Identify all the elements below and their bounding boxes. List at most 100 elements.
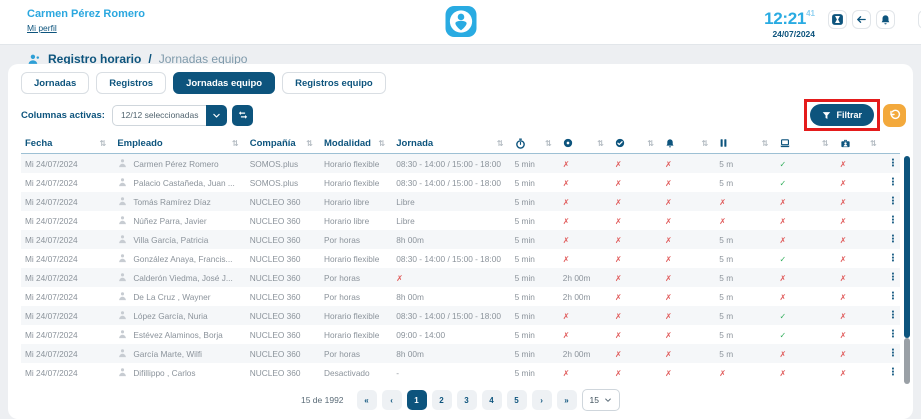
- cell-status: 5 min: [514, 310, 535, 321]
- cross-icon: ✗: [779, 368, 787, 378]
- row-menu-button[interactable]: ⋮: [887, 310, 898, 321]
- cell-status: ✗: [661, 287, 715, 306]
- row-menu-button[interactable]: ⋮: [887, 272, 898, 283]
- row-menu-button[interactable]: ⋮: [887, 348, 898, 359]
- cell-status: ✗: [559, 306, 611, 325]
- cell-employee: González Anaya, Francis...: [113, 249, 245, 268]
- row-menu-button[interactable]: ⋮: [887, 234, 898, 245]
- kiosk-mode-button[interactable]: [828, 10, 847, 29]
- sort-icon[interactable]: ⇅: [378, 138, 386, 148]
- cell-company: NUCLEO 360: [249, 215, 301, 226]
- cell-status: ✗: [661, 344, 715, 363]
- cross-icon: ✗: [562, 254, 570, 264]
- row-menu-button[interactable]: ⋮: [887, 291, 898, 302]
- row-menu-button[interactable]: ⋮: [887, 253, 898, 264]
- sort-icon[interactable]: ⇅: [306, 138, 313, 148]
- row-menu-button[interactable]: ⋮: [887, 196, 898, 207]
- col-header-compania[interactable]: Compañía: [249, 137, 296, 149]
- table-scrollbar[interactable]: [904, 156, 910, 384]
- tab-jornadas-equipo[interactable]: Jornadas equipo: [173, 72, 276, 94]
- cross-icon: ✗: [614, 197, 622, 207]
- my-profile-link[interactable]: Mi perfil: [27, 23, 57, 33]
- funnel-icon: [822, 111, 831, 120]
- col-header-jornada[interactable]: Jornada: [396, 137, 434, 149]
- cell-status: ✗: [836, 268, 884, 287]
- sort-icon[interactable]: ⇅: [647, 138, 655, 148]
- row-menu-button[interactable]: ⋮: [887, 177, 898, 188]
- table-row: Mi 24/07/2024 Villa García, Patricia NUCLE…: [21, 230, 900, 249]
- cell-status: ✓: [775, 306, 835, 325]
- exit-button[interactable]: [852, 10, 871, 29]
- cell-status: ✗: [836, 230, 884, 249]
- cell-modality: Horario flexible: [324, 310, 380, 321]
- employee-name: Calderón Viedma, José J...: [133, 272, 233, 283]
- table-row: Mi 24/07/2024 Estévez Alaminos, Borja NUCL…: [21, 325, 900, 344]
- cross-icon: ✗: [719, 197, 726, 207]
- col-header-empleado[interactable]: Empleado: [117, 137, 163, 149]
- sort-icon[interactable]: ⇅: [761, 138, 769, 148]
- cell-employee: Estévez Alaminos, Borja: [113, 325, 245, 344]
- col-header-fecha[interactable]: Fecha: [25, 137, 53, 149]
- cell-status: 5 m: [719, 272, 734, 283]
- sort-icon[interactable]: ⇅: [821, 138, 829, 148]
- pagination-first-button[interactable]: «: [356, 390, 377, 410]
- pagination-next-button[interactable]: ›: [531, 390, 552, 410]
- row-menu-button[interactable]: ⋮: [887, 329, 898, 340]
- cell-status: ✗: [611, 173, 661, 192]
- pagination-page-2[interactable]: 2: [431, 390, 452, 410]
- sort-icon[interactable]: ⇅: [597, 138, 604, 148]
- pagination-last-button[interactable]: »: [556, 390, 577, 410]
- sort-icon[interactable]: ⇅: [545, 138, 552, 148]
- cross-icon: ✗: [719, 216, 726, 226]
- chevron-down-icon[interactable]: [206, 104, 228, 126]
- cell-status: ✗: [715, 192, 775, 211]
- row-menu-button[interactable]: ⋮: [887, 158, 898, 169]
- columns-select-value[interactable]: 12/12 seleccionadas: [111, 104, 207, 126]
- sort-icon[interactable]: ⇅: [701, 138, 709, 148]
- sort-icon[interactable]: ⇅: [870, 138, 877, 148]
- cell-status: 2h 00m: [562, 291, 591, 302]
- tab-registros[interactable]: Registros: [96, 72, 167, 94]
- swap-columns-button[interactable]: [232, 104, 254, 126]
- sort-icon[interactable]: ⇅: [232, 138, 239, 148]
- sort-icon[interactable]: ⇅: [496, 138, 504, 148]
- cell-status: ✗: [611, 249, 661, 268]
- sort-icon[interactable]: ⇅: [99, 138, 107, 148]
- cell-modality: Horario flexible: [324, 158, 380, 169]
- breadcrumb-section[interactable]: Registro horario: [48, 52, 142, 66]
- pagination-page-1[interactable]: 1: [406, 390, 427, 410]
- pagination-prev-button[interactable]: ‹: [381, 390, 402, 410]
- cell-employee: Palacio Castañeda, Juan ...: [113, 173, 245, 192]
- table-row: Mi 24/07/2024 González Anaya, Francis... N…: [21, 249, 900, 268]
- filter-button[interactable]: Filtrar: [810, 104, 874, 126]
- cell-status: ✗: [661, 306, 715, 325]
- notifications-button[interactable]: [876, 10, 895, 29]
- page-size-select[interactable]: 15: [581, 389, 620, 411]
- scrollbar-thumb-secondary[interactable]: [904, 338, 910, 384]
- cross-icon: ✗: [614, 178, 622, 188]
- cell-schedule: Libre: [396, 215, 415, 226]
- reset-filters-button[interactable]: [883, 103, 906, 127]
- pagination-page-4[interactable]: 4: [481, 390, 502, 410]
- col-header-modalidad[interactable]: Modalidad: [324, 137, 371, 149]
- cross-icon: ✗: [562, 178, 570, 188]
- tab-registros-equipo[interactable]: Registros equipo: [282, 72, 386, 94]
- employee-name: González Anaya, Francis...: [133, 253, 233, 264]
- cell-schedule: 8h 00m: [396, 234, 424, 245]
- pagination-page-5[interactable]: 5: [506, 390, 527, 410]
- cell-status: 5 m: [719, 291, 734, 302]
- cross-icon: ✗: [839, 349, 847, 359]
- row-menu-button[interactable]: ⋮: [887, 367, 898, 378]
- cross-icon: ✗: [839, 311, 847, 321]
- stopwatch-icon: [515, 137, 526, 149]
- pagination-page-3[interactable]: 3: [456, 390, 477, 410]
- cell-modality: Desactivado: [324, 367, 370, 378]
- tab-jornadas[interactable]: Jornadas: [21, 72, 90, 94]
- row-menu-button[interactable]: ⋮: [887, 215, 898, 226]
- columns-select[interactable]: 12/12 seleccionadas: [111, 104, 228, 126]
- cell-status: ✗: [775, 268, 835, 287]
- cell-status: ✗: [661, 211, 715, 230]
- cell-status: 5 min: [514, 348, 535, 359]
- cell-employee: Difillippo , Carlos: [113, 363, 245, 382]
- scrollbar-thumb[interactable]: [904, 156, 910, 338]
